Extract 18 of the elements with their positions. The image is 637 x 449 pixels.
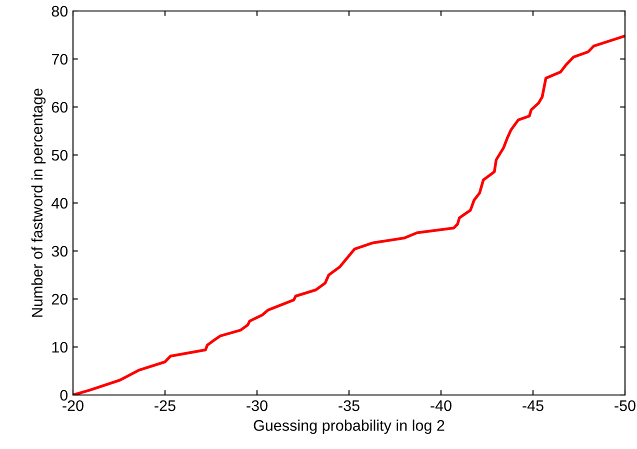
x-tick-label: -30 xyxy=(246,400,268,412)
y-tick-label: 80 xyxy=(52,6,68,17)
y-tick-label: 10 xyxy=(52,342,68,353)
y-tick-label: 20 xyxy=(52,294,68,305)
y-tick-label: 60 xyxy=(52,102,68,113)
y-tick-label: 70 xyxy=(52,54,68,65)
y-axis-title: Number of fastword in percentage xyxy=(31,88,46,317)
x-tick-label: -45 xyxy=(522,400,544,412)
x-tick-label: -20 xyxy=(62,400,84,412)
y-tick-label: 30 xyxy=(52,246,68,257)
x-tick-label: -50 xyxy=(614,400,636,412)
y-tick-label: 40 xyxy=(52,198,68,209)
x-tick-label: -35 xyxy=(338,400,360,412)
y-tick-label: 50 xyxy=(52,150,68,161)
x-tick-label: -40 xyxy=(430,400,452,412)
y-tick-label: 0 xyxy=(60,390,68,401)
x-axis-title: Guessing probability in log 2 xyxy=(254,420,444,434)
x-tick-label: -25 xyxy=(154,400,176,412)
